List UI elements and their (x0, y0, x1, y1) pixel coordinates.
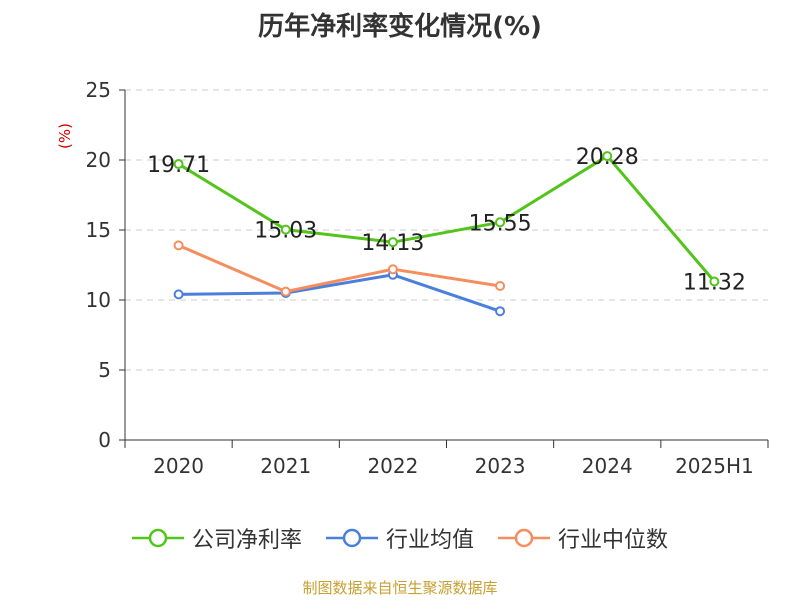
legend-marker-company (131, 528, 184, 548)
legend-item-company[interactable]: 公司净利率 (131, 522, 302, 554)
data-label: 15.55 (469, 211, 532, 236)
data-point (495, 217, 506, 228)
series-line-2 (177, 244, 501, 294)
y-tick-label: 10 (86, 288, 111, 312)
data-point (280, 224, 291, 235)
data-point (387, 237, 398, 248)
legend-item-industry-mean[interactable]: 行业均值 (325, 522, 474, 554)
data-point (602, 151, 613, 162)
y-tick-label: 20 (86, 148, 111, 172)
y-tick-label: 15 (86, 218, 111, 242)
data-label: 15.03 (254, 219, 317, 244)
x-tick-label: 2023 (475, 454, 526, 478)
y-tick-label: 5 (98, 358, 111, 382)
chart-title: 历年净利率变化情况(%) (258, 12, 542, 42)
series-line-1 (178, 273, 501, 313)
data-point (173, 289, 184, 300)
legend: 公司净利率 行业均值 行业中位数 (0, 522, 800, 554)
legend-item-industry-median[interactable]: 行业中位数 (498, 522, 668, 554)
data-point (173, 240, 184, 251)
legend-label-industry-mean: 行业均值 (385, 528, 474, 553)
x-tick-label: 2021 (260, 454, 311, 478)
x-tick-label: 2020 (153, 454, 204, 478)
data-point (173, 159, 184, 170)
data-label: 14.13 (361, 231, 424, 256)
legend-marker-industry-median (498, 528, 550, 548)
x-tick-label: 2024 (582, 454, 633, 478)
data-point (280, 286, 291, 297)
x-tick-label: 2022 (367, 454, 418, 478)
x-tick-label: 2025H1 (675, 454, 754, 478)
data-label: 19.71 (147, 153, 210, 178)
data-label: 20.28 (576, 145, 639, 170)
legend-marker-industry-mean (325, 528, 378, 548)
data-point (495, 281, 506, 291)
data-point (709, 276, 720, 287)
y-tick-label: 25 (86, 78, 111, 102)
y-tick-label: 0 (98, 428, 111, 452)
data-point (387, 264, 398, 275)
data-label: 11.32 (683, 271, 746, 296)
series-line-0 (177, 154, 716, 283)
legend-label-company: 公司净利率 (191, 528, 302, 553)
data-source-footer: 制图数据来自恒生聚源数据库 (302, 579, 498, 597)
legend-label-industry-median: 行业中位数 (558, 528, 669, 553)
data-point (495, 306, 506, 317)
